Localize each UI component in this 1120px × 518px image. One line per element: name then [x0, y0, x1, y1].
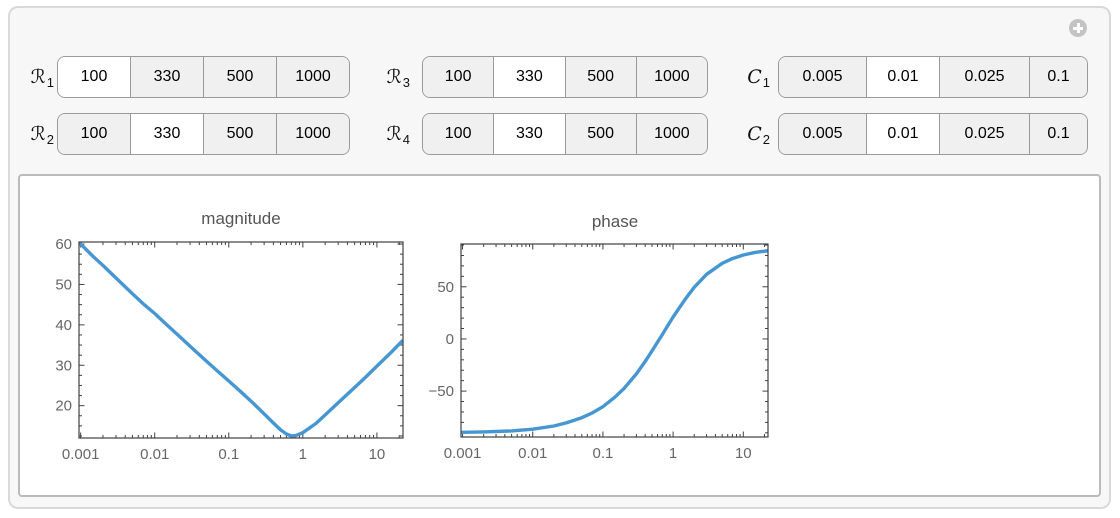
svg-text:50: 50 — [437, 279, 454, 296]
svg-text:0.001: 0.001 — [62, 446, 100, 463]
svg-text:10: 10 — [735, 445, 752, 462]
script-r-glyph: ℛ — [30, 66, 46, 88]
svg-text:1: 1 — [299, 446, 307, 463]
manipulate-options-plus-icon[interactable] — [1069, 19, 1087, 37]
svg-text:0.1: 0.1 — [592, 445, 613, 462]
svg-text:0: 0 — [446, 331, 454, 348]
script-c-glyph: C — [747, 66, 762, 88]
svg-text:−50: −50 — [429, 383, 454, 400]
setter-button-C1-0.1[interactable]: 0.1 — [1029, 57, 1087, 97]
setter-button-R3-1000[interactable]: 1000 — [635, 57, 707, 97]
svg-text:20: 20 — [55, 398, 72, 415]
setter-button-R1-100[interactable]: 100 — [58, 57, 130, 97]
svg-text:60: 60 — [55, 236, 72, 253]
setter-button-R4-100[interactable]: 100 — [423, 114, 494, 154]
setter-button-R4-1000[interactable]: 1000 — [635, 114, 707, 154]
setter-bar-R1: 100 330 500 1000 — [57, 56, 350, 98]
setter-button-C2-0.025[interactable]: 0.025 — [939, 114, 1029, 154]
setter-button-R2-330[interactable]: 330 — [130, 114, 203, 154]
setter-button-C2-0.005[interactable]: 0.005 — [779, 114, 866, 154]
svg-text:40: 40 — [55, 317, 72, 334]
script-r-glyph: ℛ — [386, 123, 402, 145]
setter-button-R2-500[interactable]: 500 — [203, 114, 276, 154]
setter-button-R2-100[interactable]: 100 — [58, 114, 130, 154]
magnitude-plot: 0.001 0.01 0.1 1 10 20 30 40 50 60 — [55, 236, 404, 463]
setter-button-R1-330[interactable]: 330 — [130, 57, 203, 97]
script-r-glyph: ℛ — [30, 123, 46, 145]
svg-text:30: 30 — [55, 357, 72, 374]
script-c-glyph: C — [747, 123, 762, 145]
setter-button-C1-0.025[interactable]: 0.025 — [939, 57, 1029, 97]
setter-button-R2-1000[interactable]: 1000 — [276, 114, 349, 154]
setter-button-R4-330[interactable]: 330 — [493, 114, 565, 154]
svg-text:50: 50 — [55, 276, 72, 293]
setter-button-R4-500[interactable]: 500 — [564, 114, 636, 154]
setter-button-R1-500[interactable]: 500 — [203, 57, 276, 97]
svg-text:0.001: 0.001 — [444, 445, 482, 462]
setter-bar-R2: 100 330 500 1000 — [57, 113, 350, 155]
phase-plot: 0.001 0.01 0.1 1 10 −50 0 50 — [429, 243, 769, 462]
setter-button-R3-100[interactable]: 100 — [423, 57, 494, 97]
script-r-glyph: ℛ — [386, 66, 402, 88]
svg-text:1: 1 — [669, 445, 677, 462]
setter-bar-C2: 0.005 0.01 0.025 0.1 — [778, 113, 1088, 155]
svg-text:0.1: 0.1 — [218, 446, 239, 463]
setter-button-C1-0.01[interactable]: 0.01 — [866, 57, 939, 97]
svg-text:0.01: 0.01 — [518, 445, 547, 462]
setter-button-C1-0.005[interactable]: 0.005 — [779, 57, 866, 97]
svg-text:0.01: 0.01 — [140, 446, 169, 463]
magnitude-title: magnitude — [201, 209, 281, 228]
plot-panel — [18, 174, 1101, 497]
phase-title: phase — [591, 212, 639, 231]
svg-text:10: 10 — [369, 446, 386, 463]
setter-bar-R4: 100 330 500 1000 — [422, 113, 708, 155]
setter-button-C2-0.1[interactable]: 0.1 — [1029, 114, 1087, 154]
setter-button-R1-1000[interactable]: 1000 — [276, 57, 349, 97]
setter-button-R3-330[interactable]: 330 — [493, 57, 565, 97]
setter-button-C2-0.01[interactable]: 0.01 — [866, 114, 939, 154]
setter-button-R3-500[interactable]: 500 — [564, 57, 636, 97]
setter-bar-C1: 0.005 0.01 0.025 0.1 — [778, 56, 1088, 98]
setter-bar-R3: 100 330 500 1000 — [422, 56, 708, 98]
